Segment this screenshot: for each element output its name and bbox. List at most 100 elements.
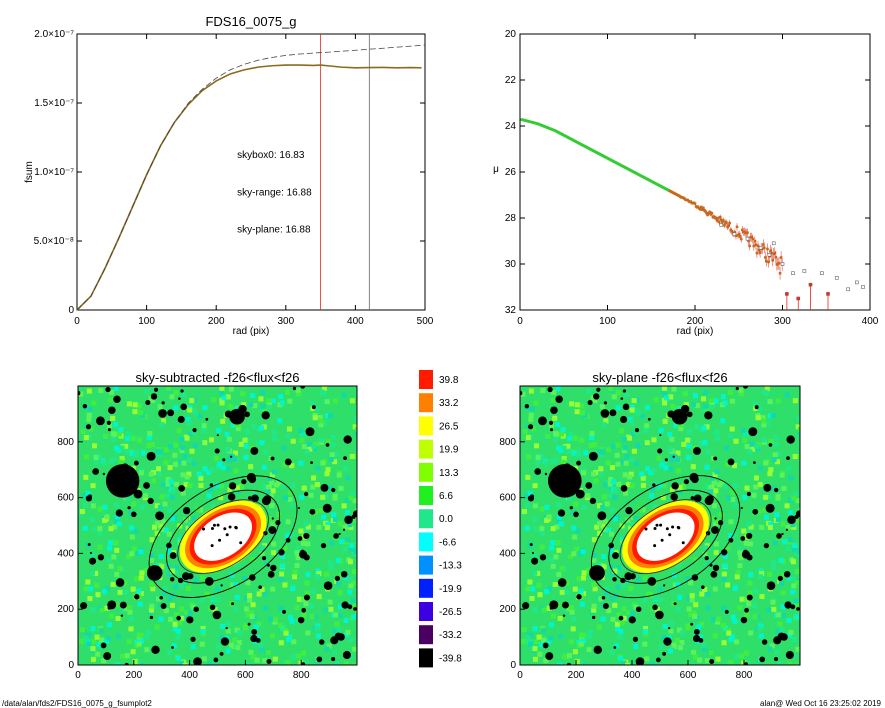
footer-path: /data/alan/fds2/FDS16_0075_g_fsumplot2: [2, 699, 152, 708]
mu-outer-point: [846, 287, 850, 292]
sky-plane-noise-pixel: [644, 423, 650, 429]
mu-outer-point: [791, 271, 795, 276]
colorbar-swatch: [419, 625, 433, 645]
sky-plane-noise-pixel: [728, 659, 734, 665]
sky-subtracted-noise-pixel: [256, 591, 262, 597]
sky-subtracted-noise-pixel: [200, 626, 206, 632]
sky-plane-noise-pixel: [609, 465, 615, 471]
sky-subtracted-noise-pixel: [180, 472, 186, 478]
sky-subtracted-noise-pixel: [348, 495, 354, 501]
sky-plane-noise-pixel: [641, 597, 647, 603]
sky-plane-noise-pixel: [785, 575, 791, 581]
sky-subtracted-masked-source: [220, 584, 223, 587]
sky-plane-noise-pixel: [662, 624, 668, 630]
sky-subtracted-noise-pixel: [335, 557, 341, 563]
sky-plane-noise-pixel: [689, 597, 695, 603]
sky-subtracted-noise-pixel: [161, 418, 167, 424]
mu-point: [826, 292, 830, 296]
sky-subtracted-noise-pixel: [191, 460, 197, 466]
sky-plane-masked-source: [714, 517, 717, 520]
sky-subtracted-masked-source: [244, 411, 250, 418]
sky-subtracted-masked-source: [297, 506, 301, 510]
mu-point: [765, 259, 768, 263]
sky-plane-noise-pixel: [741, 460, 747, 466]
sky-plane-noise-pixel: [578, 641, 584, 647]
sky-subtracted-masked-source: [92, 468, 100, 475]
sky-plane-masked-source: [724, 609, 729, 614]
sky-subtracted-noise-pixel: [305, 572, 311, 578]
sky-plane-noise-pixel: [580, 591, 586, 597]
sky-subtracted-noise-pixel: [316, 571, 322, 577]
sky-subtracted-noise-pixel: [321, 386, 327, 392]
sky-plane-noise-pixel: [701, 646, 707, 652]
sky-subtracted-noise-pixel: [307, 446, 313, 452]
sky-subtracted-noise-pixel: [97, 506, 103, 512]
sky-plane-noise-pixel: [621, 582, 627, 588]
sky-plane-noise-pixel: [529, 596, 535, 602]
sky-subtracted-noise-pixel: [133, 528, 139, 534]
sky-plane-noise-pixel: [777, 621, 783, 627]
sky-subtracted-noise-pixel: [198, 475, 204, 481]
sky-plane-masked-source: [663, 584, 666, 587]
sky-plane-noise-pixel: [722, 563, 728, 569]
sky-subtracted-noise-pixel: [351, 614, 357, 620]
sky-plane-noise-pixel: [660, 495, 666, 501]
sky-subtracted-noise-pixel: [167, 465, 173, 471]
fsum-y-axis-label: fsum: [24, 161, 35, 183]
sky-plane-masked-source: [683, 478, 690, 485]
sky-subtracted-noise-pixel: [314, 626, 320, 632]
sky-subtracted-noise-pixel: [91, 639, 97, 645]
sky-plane-noise-pixel: [753, 588, 759, 594]
mu-point: [808, 283, 813, 287]
sky-plane-noise-pixel: [729, 426, 735, 432]
sky-subtracted-noise-pixel: [290, 654, 296, 660]
sky-subtracted-noise-pixel: [324, 571, 330, 577]
sky-plane-noise-pixel: [767, 571, 773, 577]
mu-y-axis-label: μ: [493, 164, 499, 175]
sky-subtracted-noise-pixel: [332, 517, 338, 523]
sky-plane-noise-pixel: [525, 635, 531, 641]
sky-subtracted-masked-source: [222, 458, 226, 462]
sky-subtracted-noise-pixel: [142, 493, 148, 499]
sky-subtracted-noise-pixel: [135, 658, 141, 664]
sky-subtracted-noise-pixel: [185, 416, 191, 422]
sky-plane-noise-pixel: [535, 460, 541, 466]
sky-subtracted-noise-pixel: [104, 514, 110, 520]
colorbar: 39.833.226.519.913.36.60.0-6.6-13.3-19.9…: [419, 370, 462, 668]
sky-plane-noise-pixel: [779, 472, 785, 478]
sky-subtracted-noise-pixel: [80, 428, 86, 434]
sky-subtracted-noise-pixel: [220, 418, 226, 424]
sky-plane-noise-pixel: [552, 415, 558, 421]
fsum-x-axis-label: rad (pix): [233, 326, 270, 337]
sky-subtracted-noise-pixel: [187, 407, 193, 413]
sky-plane-noise-pixel: [582, 663, 588, 665]
sky-plane-masked-source: [740, 506, 743, 510]
sky-plane-noise-pixel: [675, 457, 681, 463]
sky-subtracted-noise-pixel: [226, 466, 232, 472]
sky-plane-core-dot: [644, 527, 648, 531]
sky-subtracted-masked-source: [320, 483, 329, 492]
sky-plane-noise-pixel: [727, 389, 733, 395]
sky-plane-noise-pixel: [520, 391, 526, 397]
sky-subtracted-noise-pixel: [149, 441, 155, 447]
sky-subtracted-noise-pixel: [348, 652, 354, 658]
sky-plane-noise-pixel: [772, 452, 778, 458]
sky-subtracted-noise-pixel: [310, 484, 316, 490]
sky-subtracted-noise-pixel: [134, 639, 140, 645]
sky-subtracted-masked-source: [219, 651, 224, 656]
sky-plane-noise-pixel: [675, 582, 681, 588]
mu-x-tick-label: 400: [862, 316, 879, 327]
sky-plane-masked-source: [690, 496, 695, 500]
sky-plane-noise-pixel: [767, 525, 773, 531]
sky-plane-noise-pixel: [575, 452, 581, 458]
sky-plane-noise-pixel: [688, 580, 694, 586]
sky-plane-noise-pixel: [657, 586, 663, 592]
sky-subtracted-masked-source: [248, 475, 257, 484]
sky-plane-masked-source: [735, 386, 739, 391]
sky-subtracted-noise-pixel: [230, 582, 236, 588]
sky-plane-noise-pixel: [690, 464, 696, 470]
sky-plane-noise-pixel: [524, 525, 530, 531]
sky-plane-noise-pixel: [673, 422, 679, 428]
sky-subtracted-noise-pixel: [197, 413, 203, 419]
